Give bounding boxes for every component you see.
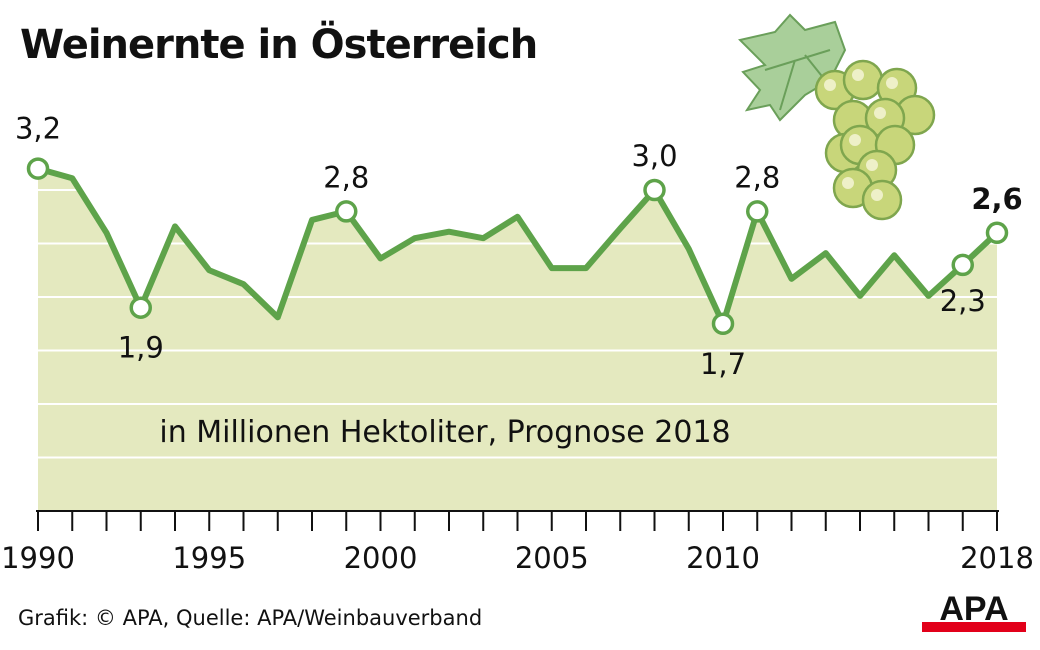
data-point-marker bbox=[26, 157, 50, 180]
x-tick-label: 1990 bbox=[1, 541, 75, 575]
series-line bbox=[37, 165, 1000, 327]
data-label: 2,8 bbox=[323, 160, 369, 194]
svg-text:APA: APA bbox=[939, 592, 1008, 628]
data-point-marker bbox=[335, 200, 358, 223]
x-tick-label: 2005 bbox=[515, 541, 589, 575]
data-label: 3,2 bbox=[15, 112, 61, 146]
data-point-marker bbox=[985, 221, 1009, 245]
data-point-marker bbox=[711, 312, 735, 335]
data-label: 1,7 bbox=[700, 347, 746, 381]
chart-subtitle: in Millionen Hektoliter, Prognose 2018 bbox=[159, 415, 730, 450]
source-note: Grafik: © APA, Quelle: APA/Weinbauverban… bbox=[18, 606, 483, 630]
x-tick-label: 2018 bbox=[960, 541, 1034, 575]
apa-logo: APA bbox=[922, 590, 1026, 632]
x-tick-label: 2000 bbox=[344, 541, 418, 575]
data-label: 1,9 bbox=[118, 331, 164, 365]
data-label: 2,6 bbox=[971, 182, 1022, 216]
area-fill bbox=[38, 168, 997, 511]
data-point-marker bbox=[129, 296, 152, 319]
x-tick-label: 2010 bbox=[686, 541, 760, 575]
data-label: 2,3 bbox=[940, 284, 986, 318]
grape-bunch-icon bbox=[738, 13, 936, 221]
x-tick-label: 1995 bbox=[172, 541, 246, 575]
data-label: 3,0 bbox=[631, 139, 677, 173]
data-point-marker bbox=[951, 253, 974, 277]
data-label: 2,8 bbox=[734, 160, 780, 194]
data-point-marker bbox=[643, 178, 666, 202]
data-point-marker bbox=[746, 200, 769, 223]
chart-title: Weinernte in Österreich bbox=[20, 22, 538, 68]
